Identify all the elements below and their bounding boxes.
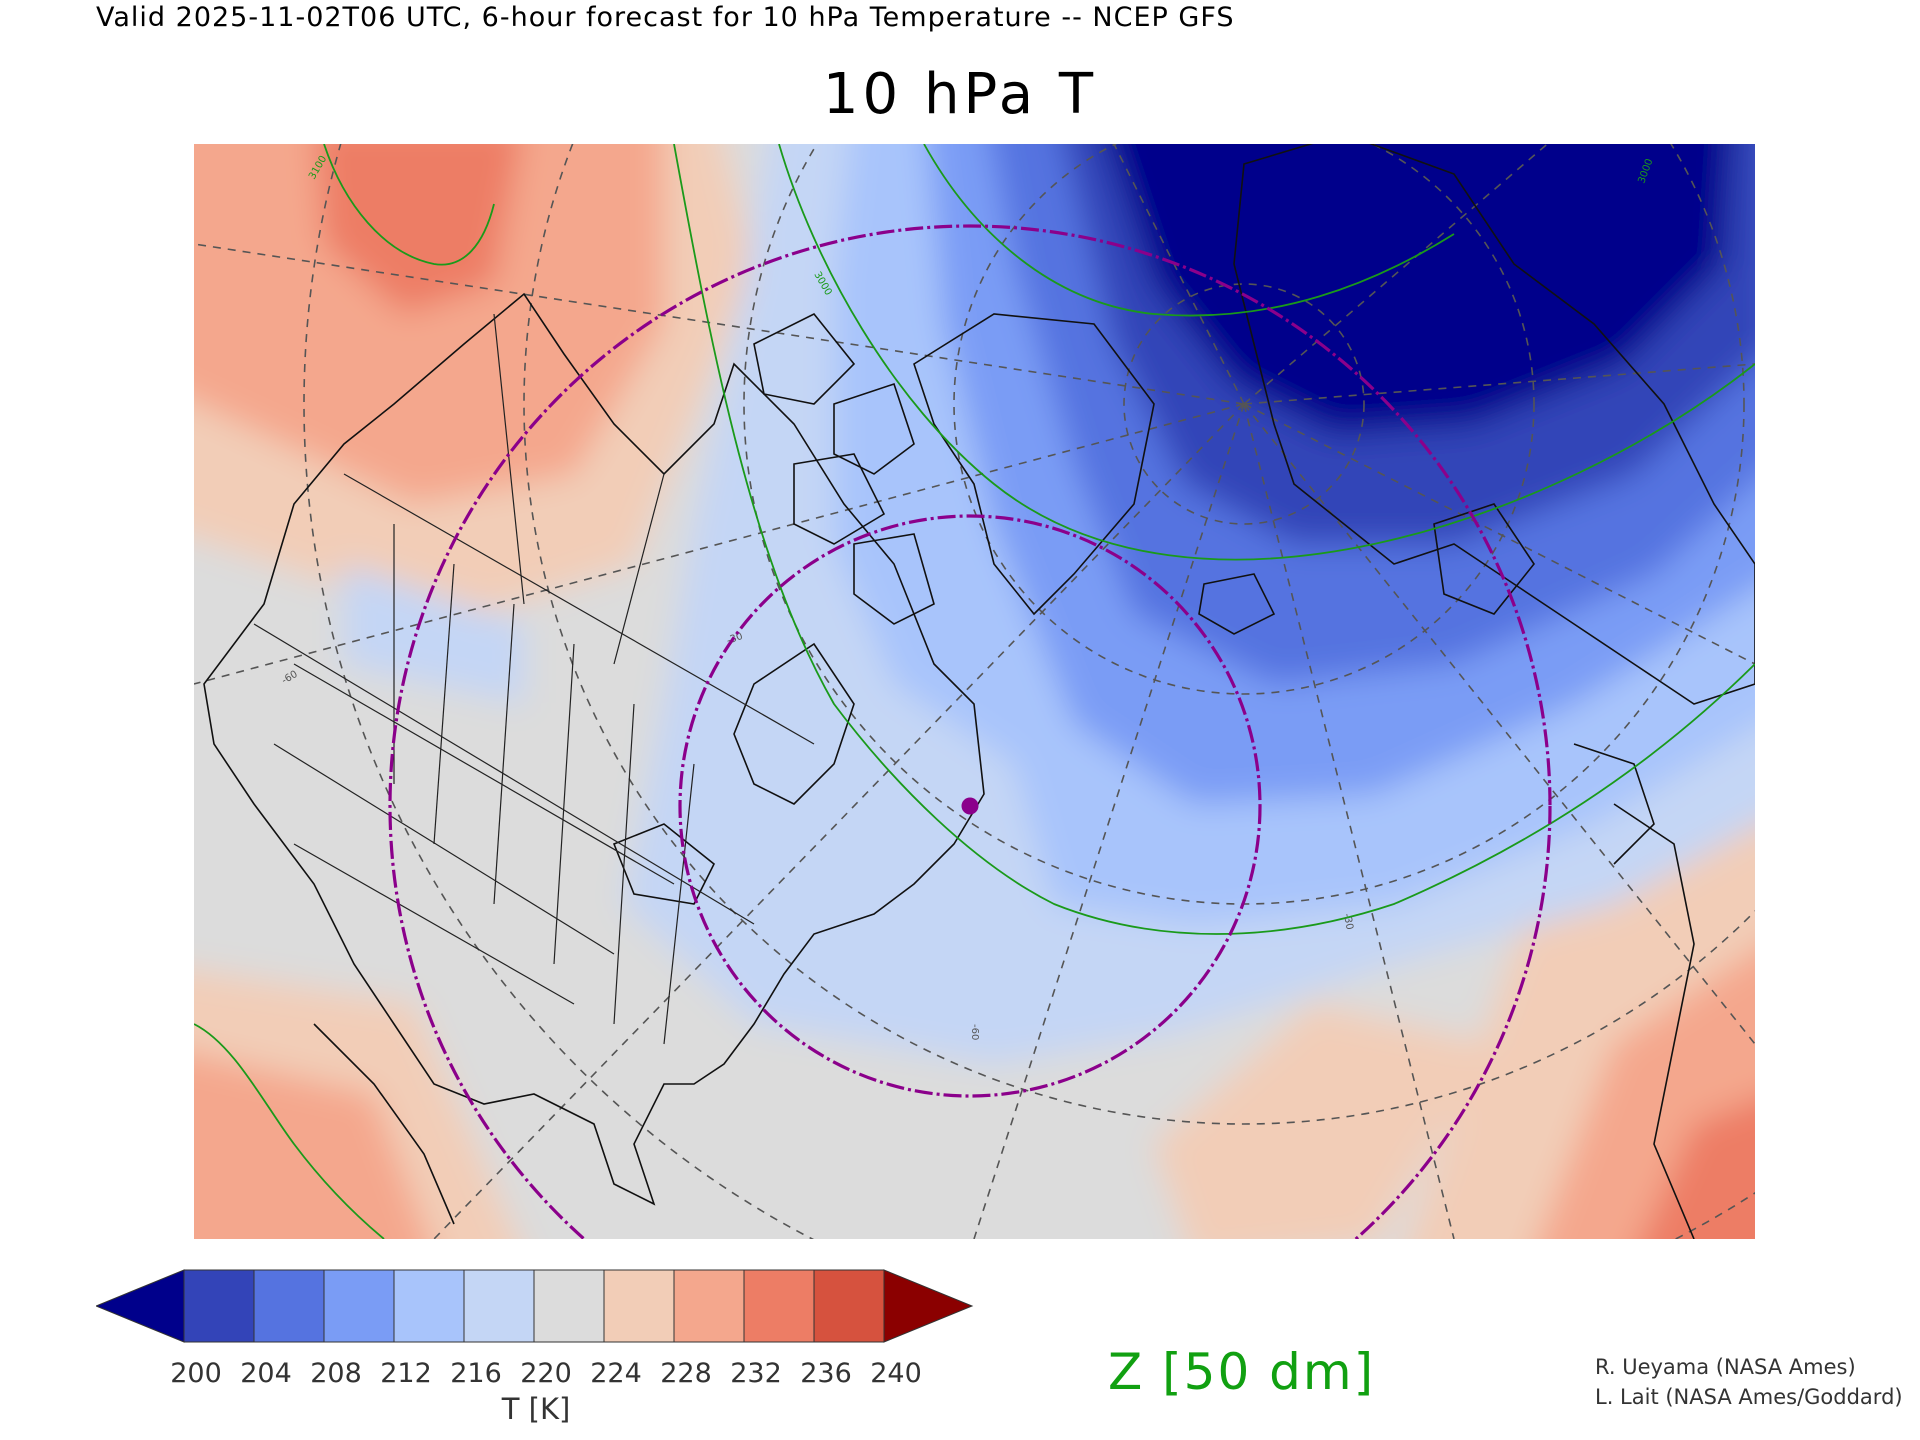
valid-time-header: Valid 2025-11-02T06 UTC, 6-hour forecast… [96,2,1235,33]
political-boundaries [253,313,815,1045]
colorbar-tick: 240 [870,1358,922,1389]
map-canvas: 3100 3000 3000 -60 -30 -60 -30 [194,144,1755,1239]
temperature-map: 3100 3000 3000 -60 -30 -60 -30 [194,144,1755,1239]
colorbar-bin [813,1269,885,1343]
colorbar-tick: 228 [660,1358,712,1389]
colorbar-bin [603,1269,675,1343]
location-marker [961,797,979,815]
colorbar-bin [743,1269,815,1343]
contour-label: -60 [969,1024,980,1040]
temperature-field [194,144,1755,1239]
colorbar-bin [673,1269,745,1343]
contour-label: -30 [1341,913,1355,931]
colorbar-bin [393,1269,465,1343]
colorbar-bin [183,1269,255,1343]
colorbar-bin [533,1269,605,1343]
plot-title: 10 hPa T [822,62,1098,127]
colorbar-tick: 204 [240,1358,292,1389]
colorbar-tick: 200 [170,1358,222,1389]
colorbar-tick: 208 [310,1358,362,1389]
contour-legend: Z [50 dm] [1108,1343,1376,1401]
colorbar-label: T [K] [501,1392,571,1426]
colorbar-bin [463,1269,535,1343]
colorbar-high-extension [883,1269,974,1343]
credit-line: R. Ueyama (NASA Ames) [1595,1355,1856,1379]
temperature-colorbar [96,1269,974,1343]
colorbar-tick: 220 [520,1358,572,1389]
colorbar-bins [96,1269,974,1343]
credit-line: L. Lait (NASA Ames/Goddard) [1595,1385,1903,1409]
colorbar-bin [323,1269,395,1343]
colorbar-bin [253,1269,325,1343]
colorbar-tick: 212 [380,1358,432,1389]
distance-rings [388,224,1552,1239]
coastlines [203,144,1755,1239]
colorbar-tick: 224 [590,1358,642,1389]
height-contours [194,144,1755,1239]
colorbar-tick: 232 [730,1358,782,1389]
colorbar-low-extension [96,1269,185,1343]
colorbar-tick: 216 [450,1358,502,1389]
colorbar-tick: 236 [800,1358,852,1389]
